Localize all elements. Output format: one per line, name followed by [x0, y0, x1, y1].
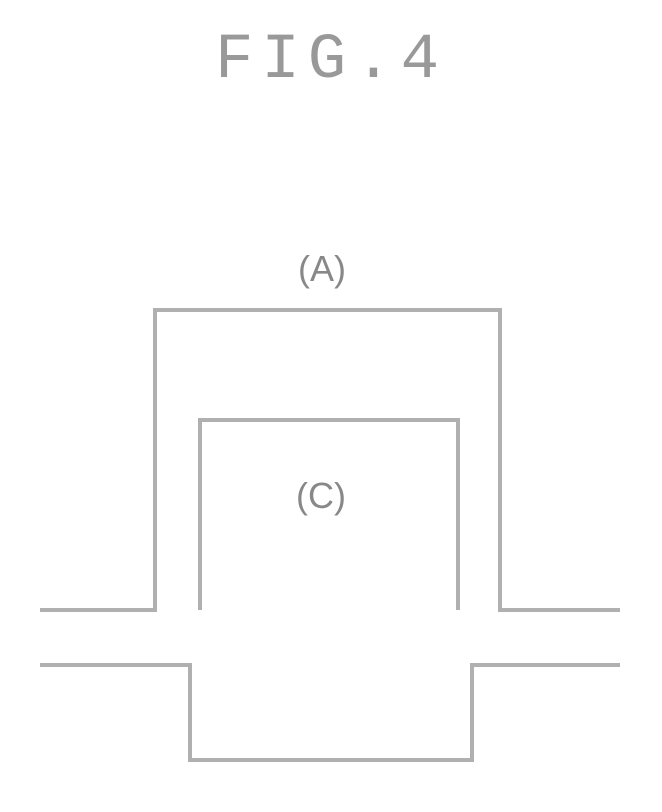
label-a: (A)	[298, 248, 346, 290]
diagram-svg	[0, 0, 662, 812]
label-c: (C)	[296, 475, 346, 517]
